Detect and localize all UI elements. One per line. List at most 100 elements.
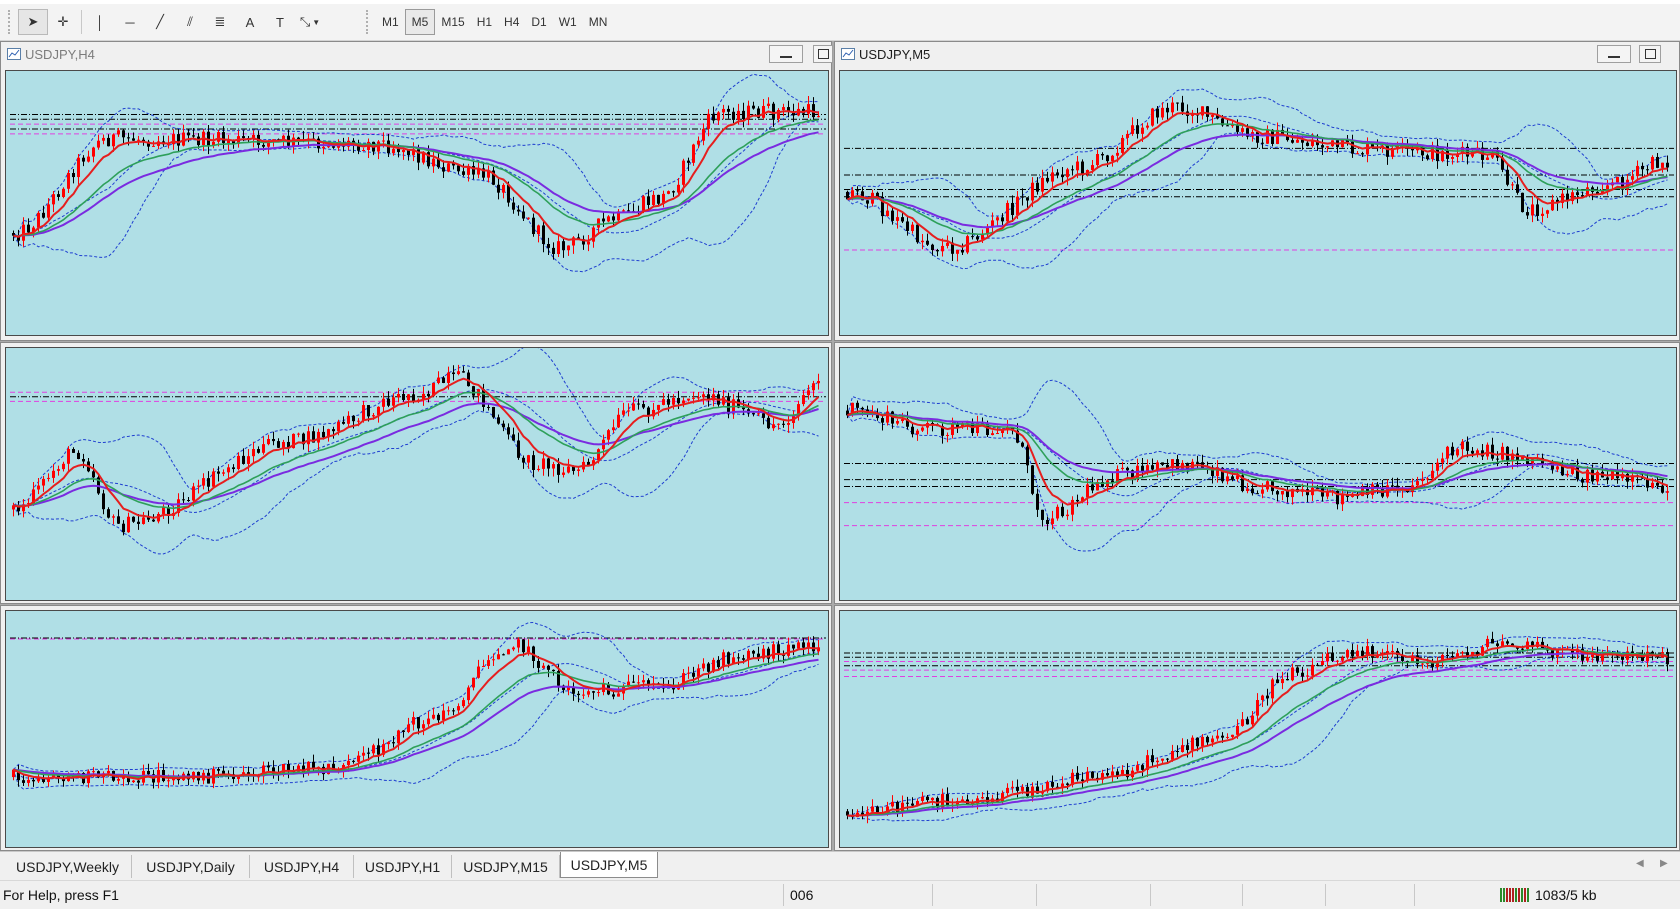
candle-body [851, 190, 854, 200]
timeframe-h1[interactable]: H1 [476, 15, 493, 29]
candle-body [92, 471, 95, 478]
bollinger-upper-band [13, 348, 819, 506]
candle-body [107, 509, 110, 518]
candle-body [622, 210, 625, 212]
fibonacci-icon[interactable]: ≣ [214, 14, 226, 29]
candle-body [32, 227, 35, 233]
candle-body [427, 393, 430, 397]
candle-body [1531, 204, 1534, 216]
candle-body [1421, 663, 1424, 665]
tab-usdjpy-h1[interactable]: USDJPY,H1 [354, 855, 452, 878]
candle-body [951, 242, 954, 254]
candle-body [1536, 204, 1539, 216]
connection-status[interactable]: 1083/5 kb [1500, 881, 1670, 909]
candle-body [22, 780, 25, 783]
candle-body [1521, 192, 1524, 213]
chevron-down-icon[interactable]: ▼ [312, 17, 321, 27]
minimize-icon [780, 56, 792, 58]
timeframe-mn[interactable]: MN [588, 15, 608, 29]
chart-window-h4[interactable]: USDJPY,H4 [0, 41, 833, 341]
arrows-icon[interactable]: ⤡ ▼ [295, 9, 325, 35]
restore-button[interactable] [1639, 45, 1661, 63]
candle-body [1106, 773, 1109, 776]
chart-window-middle-right[interactable] [834, 342, 1680, 604]
chart-plot-area[interactable] [5, 70, 829, 336]
chart-titlebar[interactable]: USDJPY,H4 [1, 42, 831, 66]
candle-body [267, 765, 270, 768]
tab-scroll-left-icon[interactable]: ◀ [1636, 858, 1644, 869]
candle-body [1001, 430, 1004, 434]
chart-window-bottom-left[interactable] [0, 605, 832, 851]
candle-body [1086, 771, 1089, 782]
candle-body [712, 394, 715, 401]
tab-usdjpy-m15[interactable]: USDJPY,M15 [452, 855, 560, 878]
candle-body [861, 407, 864, 410]
text-icon[interactable]: A [245, 14, 255, 30]
candle-body [1011, 786, 1014, 788]
tab-scroll-right-icon[interactable]: ▶ [1660, 858, 1668, 869]
candle-body [1361, 487, 1364, 497]
candle-body [802, 642, 805, 648]
trendline-icon[interactable]: ╱ [156, 14, 164, 29]
candle-body [142, 139, 145, 142]
tab-usdjpy-daily[interactable]: USDJPY,Daily [132, 855, 250, 878]
candle-body [97, 140, 100, 148]
candle-body [1451, 446, 1454, 456]
candle-body [1656, 156, 1659, 168]
candle-body [762, 648, 765, 659]
toolbar-grip[interactable] [366, 10, 372, 34]
candle-body [457, 165, 460, 172]
tab-usdjpy-h4[interactable]: USDJPY,H4 [250, 855, 354, 878]
candle-body [742, 110, 745, 120]
timeframe-w1[interactable]: W1 [558, 15, 577, 29]
minimize-button[interactable] [1597, 45, 1631, 63]
equidistant-channel-icon[interactable]: ⫽ [187, 14, 193, 29]
candle-body [1156, 108, 1159, 118]
candle-body [1516, 184, 1519, 193]
candle-body [1531, 459, 1534, 464]
toolbar-grip[interactable] [8, 10, 14, 34]
bollinger-upper-band [13, 73, 819, 237]
tab-usdjpy-weekly[interactable]: USDJPY,Weekly [4, 855, 132, 878]
candle-body [682, 400, 685, 404]
timeframe-h4[interactable]: H4 [504, 15, 520, 29]
chart-titlebar[interactable]: USDJPY,M5 [835, 42, 1679, 66]
candle-body [1291, 488, 1294, 498]
timeframe-d1[interactable]: D1 [531, 15, 547, 29]
timeframe-m5[interactable]: M5 [404, 9, 436, 35]
text-label-icon[interactable]: T [276, 14, 284, 30]
restore-button[interactable] [813, 45, 833, 63]
chart-window-middle-left[interactable] [0, 342, 832, 604]
chart-plot-area[interactable] [5, 610, 829, 848]
timeframe-m15[interactable]: M15 [441, 15, 465, 29]
candle-body [542, 458, 545, 469]
vertical-line-icon[interactable]: │ [95, 14, 105, 30]
tab-usdjpy-m5[interactable]: USDJPY,M5 [560, 852, 658, 878]
chart-plot-area[interactable] [839, 610, 1677, 848]
candle-body [702, 128, 705, 141]
candle-body [1496, 643, 1499, 646]
chart-plot-area[interactable] [839, 347, 1677, 601]
horizontal-line-icon[interactable]: ─ [125, 14, 135, 30]
candle-body [1111, 480, 1114, 484]
candle-body [1181, 745, 1184, 753]
cursor-icon[interactable]: ➤ [18, 9, 48, 35]
candle-body [62, 188, 65, 197]
candle-body [1481, 450, 1484, 457]
timeframe-m1[interactable]: M1 [382, 15, 399, 29]
candle-body [1231, 125, 1234, 127]
candle-body [557, 671, 560, 686]
chart-window-bottom-right[interactable] [834, 605, 1680, 851]
chart-plot-area[interactable] [839, 70, 1677, 336]
candle-body [1006, 202, 1009, 222]
crosshair-icon[interactable]: ✛ [57, 14, 69, 29]
candle-body [1286, 490, 1289, 498]
minimize-button[interactable] [769, 45, 803, 63]
candle-body [597, 692, 600, 694]
candle-body [537, 225, 540, 235]
candle-body [27, 224, 30, 233]
candle-body [37, 778, 40, 782]
candle-body [207, 478, 210, 487]
chart-plot-area[interactable] [5, 347, 829, 601]
chart-window-m5[interactable]: USDJPY,M5 [834, 41, 1680, 341]
